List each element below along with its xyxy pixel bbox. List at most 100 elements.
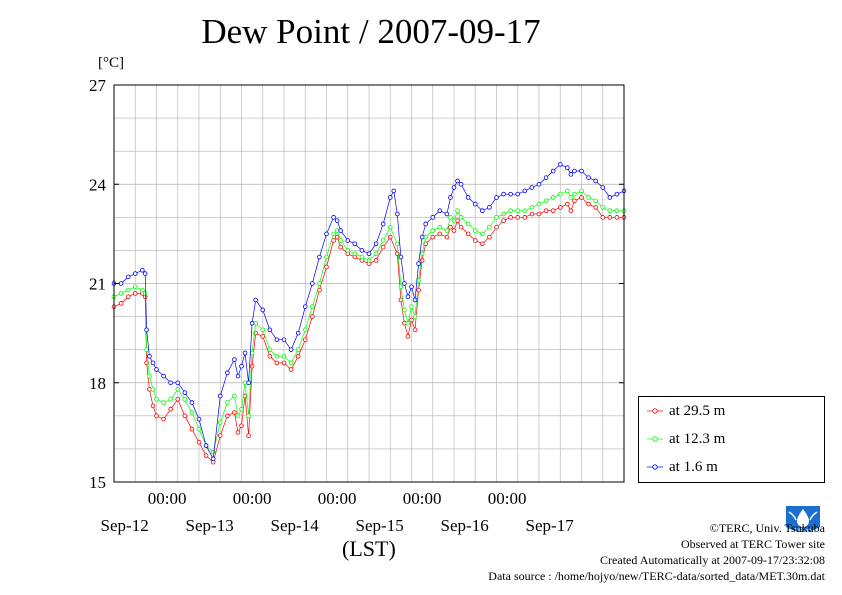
data-point bbox=[550, 195, 556, 200]
data-point bbox=[430, 215, 436, 220]
data-point bbox=[451, 218, 457, 223]
data-point bbox=[142, 271, 148, 276]
data-point bbox=[140, 267, 145, 273]
data-point bbox=[147, 353, 152, 359]
data-point bbox=[448, 215, 453, 220]
credit-source: Data source : /home/hojyo/new/TERC-data/… bbox=[488, 569, 825, 583]
data-point bbox=[324, 231, 329, 237]
data-point bbox=[487, 205, 492, 210]
data-point bbox=[543, 198, 549, 204]
data-point bbox=[267, 353, 273, 359]
data-point bbox=[295, 353, 301, 359]
x-time-label: 00:00 bbox=[488, 489, 527, 508]
data-point bbox=[239, 363, 244, 369]
data-point bbox=[487, 224, 492, 230]
data-point bbox=[310, 314, 315, 319]
data-point bbox=[515, 191, 521, 197]
x-date-label: Sep-14 bbox=[271, 516, 320, 535]
data-point bbox=[249, 320, 255, 326]
data-point bbox=[225, 370, 230, 376]
data-point bbox=[458, 215, 464, 220]
data-point bbox=[118, 291, 124, 296]
legend-marker-blue bbox=[647, 464, 663, 470]
data-point bbox=[345, 238, 351, 243]
data-point bbox=[189, 426, 195, 432]
series-layer bbox=[111, 162, 627, 465]
data-point bbox=[557, 162, 563, 167]
data-point bbox=[302, 304, 308, 309]
data-point bbox=[295, 330, 301, 336]
data-point bbox=[274, 353, 280, 359]
data-point bbox=[373, 258, 379, 263]
data-point bbox=[338, 238, 343, 243]
data-point bbox=[543, 175, 549, 180]
data-point bbox=[416, 261, 421, 266]
legend-item-1-6m: at 1.6 m bbox=[647, 457, 718, 477]
data-point bbox=[579, 168, 584, 174]
data-point bbox=[168, 406, 173, 412]
credits-block: ©TERC, Univ. Tsukuba Observed at TERC To… bbox=[488, 520, 825, 584]
data-point bbox=[607, 215, 613, 220]
data-point bbox=[249, 363, 255, 369]
data-point bbox=[246, 413, 251, 419]
legend-marker-green bbox=[647, 436, 663, 442]
data-point bbox=[182, 390, 188, 395]
x-time-label: 00:00 bbox=[403, 489, 442, 508]
data-point bbox=[324, 254, 329, 260]
y-tick-label: 15 bbox=[89, 473, 106, 492]
data-point bbox=[132, 284, 138, 290]
data-point bbox=[465, 221, 471, 227]
data-point bbox=[189, 400, 195, 405]
data-point bbox=[568, 208, 574, 214]
data-point bbox=[465, 195, 471, 200]
data-point bbox=[458, 181, 464, 187]
data-point bbox=[359, 248, 365, 253]
data-point bbox=[345, 248, 351, 253]
y-tick-label: 21 bbox=[89, 275, 106, 294]
data-point bbox=[260, 334, 266, 339]
credit-copyright: ©TERC, Univ. Tsukuba bbox=[709, 521, 825, 535]
data-point bbox=[536, 201, 542, 207]
data-point bbox=[242, 350, 248, 356]
x-time-label: 00:00 bbox=[318, 489, 357, 508]
data-point bbox=[557, 205, 563, 210]
data-point bbox=[295, 347, 301, 352]
data-point bbox=[380, 244, 386, 250]
data-point bbox=[448, 224, 453, 230]
data-point bbox=[487, 234, 492, 240]
data-point bbox=[182, 413, 188, 419]
data-point bbox=[267, 347, 273, 352]
data-point bbox=[465, 231, 471, 237]
data-point bbox=[235, 430, 241, 435]
data-point bbox=[395, 251, 400, 257]
data-point bbox=[140, 287, 145, 293]
data-point bbox=[260, 307, 266, 313]
data-point bbox=[409, 304, 414, 309]
data-point bbox=[132, 271, 138, 276]
data-point bbox=[175, 396, 181, 402]
data-point bbox=[480, 208, 485, 214]
y-axis-unit-label: [°C] bbox=[98, 55, 124, 71]
data-point bbox=[423, 221, 428, 227]
data-point bbox=[501, 211, 506, 217]
data-point bbox=[161, 400, 166, 405]
data-point bbox=[352, 241, 358, 247]
data-point bbox=[246, 433, 251, 438]
data-point bbox=[359, 254, 365, 260]
data-point bbox=[366, 258, 372, 263]
data-point bbox=[515, 215, 521, 220]
data-point bbox=[387, 195, 393, 200]
x-axis-label: (LST) bbox=[342, 536, 396, 561]
data-point bbox=[302, 337, 308, 343]
data-point bbox=[501, 191, 506, 197]
data-point bbox=[334, 234, 340, 240]
data-point bbox=[144, 327, 149, 333]
x-date-label: Sep-17 bbox=[526, 516, 575, 535]
data-point bbox=[412, 314, 418, 319]
terc-logo: TERC bbox=[786, 506, 820, 535]
data-point bbox=[522, 188, 528, 194]
data-point bbox=[451, 228, 457, 233]
data-point bbox=[522, 208, 528, 214]
data-point bbox=[451, 185, 457, 190]
credit-created: Created Automatically at 2007-09-17/23:3… bbox=[600, 553, 825, 567]
